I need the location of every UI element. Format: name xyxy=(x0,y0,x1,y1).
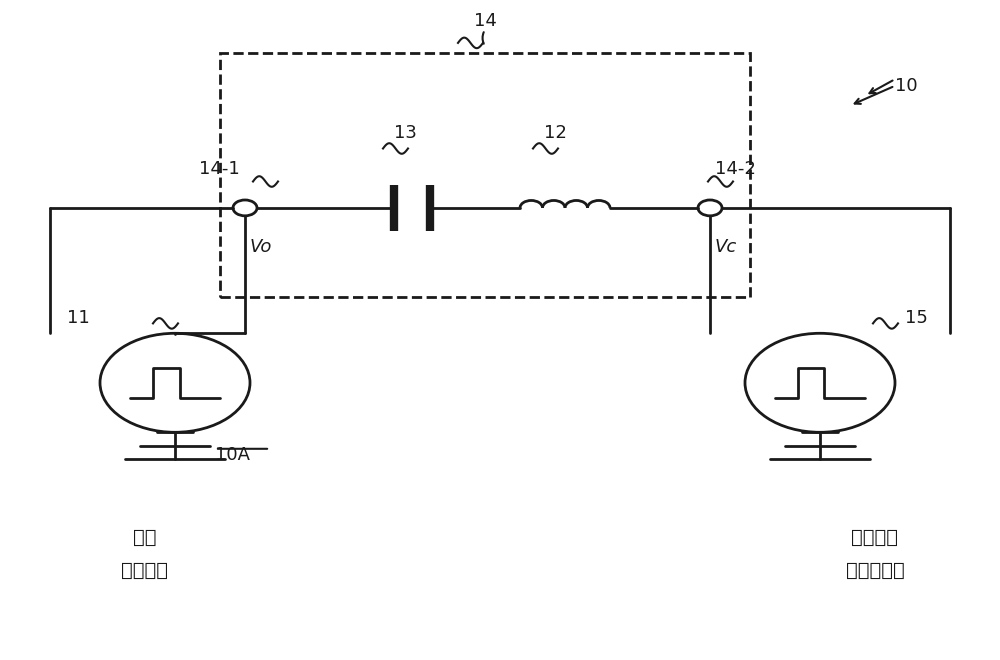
Text: 14: 14 xyxy=(474,12,496,30)
Text: 10: 10 xyxy=(895,77,918,95)
Text: Vo: Vo xyxy=(250,238,272,255)
Text: 脉冲宽度: 脉冲宽度 xyxy=(122,562,168,580)
Text: 调整: 调整 xyxy=(133,529,157,547)
Text: 10A: 10A xyxy=(215,446,250,463)
Text: 宽度和相差: 宽度和相差 xyxy=(846,562,904,580)
Text: 调整脉冲: 调整脉冲 xyxy=(852,529,898,547)
Text: 15: 15 xyxy=(905,309,928,327)
Text: 14-2: 14-2 xyxy=(715,160,756,178)
Text: 14-1: 14-1 xyxy=(199,160,240,178)
Text: 11: 11 xyxy=(67,309,90,327)
Text: 12: 12 xyxy=(544,124,566,142)
Text: Vc: Vc xyxy=(715,238,737,255)
Text: 13: 13 xyxy=(394,124,416,142)
